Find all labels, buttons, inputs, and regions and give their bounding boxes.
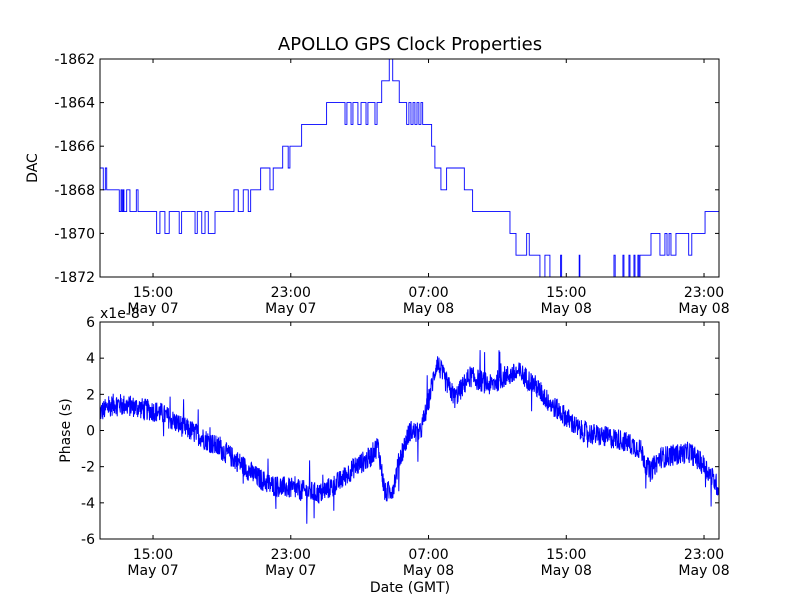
y-axis-label: Phase (s) [58,398,74,462]
x-tick-label-date: May 08 [541,301,592,317]
dac-series-line [100,59,719,277]
x-tick-label-time: 23:00 [271,285,311,301]
x-tick-label-date: May 08 [678,563,729,579]
y-tick-label: 2 [86,387,95,403]
y-tick-label: -1870 [54,226,95,242]
x-tick-label-time: 15:00 [133,285,173,301]
x-tick-label-time: 15:00 [546,547,586,563]
y-tick-label: -1868 [54,183,95,199]
y-tick-label: -6 [81,532,95,548]
x-tick-label-time: 23:00 [684,547,724,563]
x-tick-label-date: May 07 [127,301,178,317]
x-tick-label-time: 07:00 [408,547,448,563]
phase-series-line [100,350,719,524]
y-offset-label: x1e-8 [100,306,140,322]
x-tick-label-time: 23:00 [684,285,724,301]
y-tick-label: 6 [86,315,95,331]
chart-title: APOLLO GPS Clock Properties [278,34,542,55]
y-axis-label: DAC [25,153,41,183]
y-tick-label: 4 [86,351,95,367]
x-tick-label-time: 15:00 [546,285,586,301]
y-tick-label: -4 [81,496,95,512]
y-tick-label: -1864 [54,96,95,112]
x-tick-label-time: 07:00 [408,285,448,301]
x-tick-label-date: May 07 [265,563,316,579]
x-tick-label-time: 15:00 [133,547,173,563]
x-tick-label-date: May 07 [127,563,178,579]
x-tick-label-date: May 07 [265,301,316,317]
axes-frame [99,58,720,278]
y-tick-label: 0 [86,424,95,440]
y-tick-label: -2 [81,460,95,476]
x-tick-label-date: May 08 [403,301,454,317]
y-tick-label: -1872 [54,270,95,286]
x-axis-label: Date (GMT) [370,580,450,596]
y-tick-label: -1862 [54,52,95,68]
x-tick-label-date: May 08 [541,563,592,579]
x-tick-label-date: May 08 [678,301,729,317]
y-tick-label: -1866 [54,139,95,155]
x-tick-label-time: 23:00 [271,547,311,563]
x-tick-label-date: May 08 [403,563,454,579]
